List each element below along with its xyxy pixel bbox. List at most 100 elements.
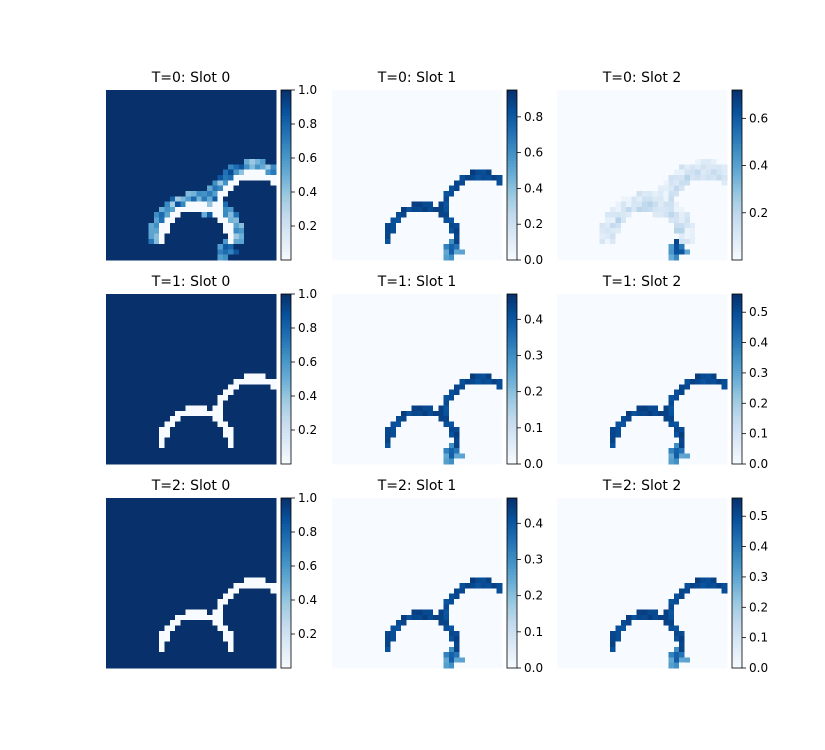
heatmap-cell	[222, 320, 229, 327]
heatmap-cell	[159, 137, 165, 144]
heatmap-cell	[270, 249, 277, 255]
heatmap-cell	[116, 175, 123, 181]
heatmap-cell	[212, 373, 218, 380]
heatmap-cell	[169, 336, 176, 343]
heatmap-cell	[496, 185, 503, 192]
heatmap-cell	[180, 304, 186, 311]
heatmap-cell	[347, 309, 354, 316]
heatmap-cell	[132, 304, 139, 311]
heatmap-cell	[583, 116, 590, 123]
heatmap-cell	[137, 111, 144, 117]
heatmap-cell	[121, 368, 128, 374]
heatmap-cell	[337, 233, 343, 240]
heatmap-cell	[448, 389, 455, 396]
heatmap-cell	[116, 127, 123, 133]
heatmap-cell	[379, 137, 386, 144]
heatmap-cell	[363, 132, 370, 139]
heatmap-cell	[401, 244, 407, 250]
colorbar-segment	[507, 209, 517, 213]
heatmap-cell	[496, 244, 503, 250]
heatmap-cell	[143, 143, 149, 149]
heatmap-cell	[265, 363, 271, 369]
heatmap-cell	[347, 228, 354, 234]
colorbar-segment	[507, 121, 517, 125]
heatmap-cell	[116, 185, 123, 192]
heatmap-cell	[191, 379, 197, 385]
heatmap-cell	[673, 111, 680, 117]
heatmap-cell	[459, 228, 466, 234]
heatmap-cell	[233, 320, 240, 327]
heatmap-cell	[464, 336, 471, 343]
heatmap-cell	[422, 244, 428, 250]
heatmap-cell	[470, 180, 476, 186]
heatmap-cell	[137, 309, 144, 316]
heatmap-cell	[432, 169, 439, 176]
heatmap-cell	[217, 228, 224, 234]
heatmap-cell	[121, 201, 128, 208]
heatmap-cell	[491, 159, 497, 165]
heatmap-cell	[470, 368, 476, 374]
heatmap-cell	[562, 153, 568, 160]
heatmap-cell	[390, 121, 397, 128]
heatmap-cell	[422, 315, 428, 321]
heatmap-cell	[153, 437, 160, 444]
heatmap-cell	[470, 201, 476, 208]
heatmap-cell	[615, 132, 622, 139]
heatmap-cell	[557, 132, 563, 139]
heatmap-cell	[358, 159, 365, 165]
heatmap-cell	[233, 299, 240, 305]
heatmap-cell	[411, 363, 418, 369]
heatmap-cell	[191, 442, 197, 449]
heatmap-cell	[143, 196, 149, 202]
heatmap-cell	[164, 432, 171, 438]
heatmap-cell	[148, 217, 155, 224]
heatmap-cell	[673, 90, 680, 96]
heatmap-cell	[711, 185, 717, 192]
heatmap-cell	[228, 159, 234, 165]
heatmap-cell	[631, 143, 637, 149]
heatmap-cell	[578, 159, 584, 165]
colorbar-segment	[732, 163, 742, 167]
heatmap-cell	[137, 299, 144, 305]
heatmap-cell	[143, 212, 149, 218]
heatmap-cell	[244, 421, 250, 428]
heatmap-cell	[148, 244, 155, 250]
heatmap-cell	[578, 201, 584, 208]
heatmap-cell	[270, 437, 277, 444]
heatmap-cell	[557, 244, 563, 250]
heatmap-cell	[159, 244, 165, 250]
heatmap-cell	[164, 389, 171, 396]
heatmap-cell	[132, 357, 139, 364]
heatmap-cell	[116, 405, 123, 412]
heatmap-cell	[164, 249, 171, 255]
heatmap-cell	[175, 379, 181, 385]
heatmap-cell	[260, 347, 266, 353]
heatmap-cell	[201, 249, 208, 255]
heatmap-cell	[127, 357, 133, 364]
heatmap-cell	[583, 127, 590, 133]
heatmap-cell	[260, 453, 266, 459]
heatmap-cell	[610, 159, 616, 165]
heatmap-cell	[454, 153, 460, 160]
heatmap-cell	[196, 105, 202, 112]
heatmap-cell	[191, 206, 197, 213]
heatmap-cell	[401, 164, 407, 170]
heatmap-cell	[254, 116, 261, 123]
heatmap-cell	[244, 373, 250, 380]
heatmap-cell	[342, 379, 349, 385]
heatmap-cell	[191, 233, 197, 240]
heatmap-cell	[583, 95, 590, 101]
heatmap-cell	[406, 153, 412, 160]
heatmap-cell	[206, 143, 213, 149]
heatmap-cell	[137, 341, 144, 348]
heatmap-cell	[185, 442, 192, 449]
heatmap-cell	[417, 164, 423, 170]
heatmap-cell	[127, 432, 133, 438]
heatmap-cell	[443, 320, 450, 327]
heatmap-cell	[175, 196, 181, 202]
heatmap-cell	[721, 180, 728, 186]
heatmap-cell	[175, 90, 181, 96]
colorbar-segment	[507, 237, 517, 241]
heatmap-cell	[562, 212, 568, 218]
heatmap-cell	[594, 217, 600, 224]
